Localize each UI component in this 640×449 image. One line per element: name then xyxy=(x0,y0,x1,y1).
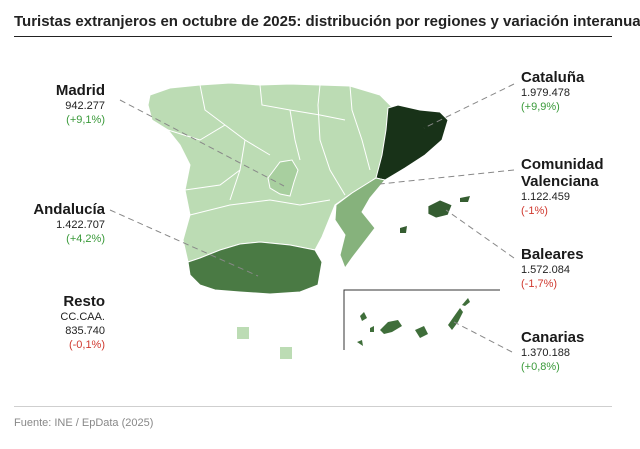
region-name-line2: Valenciana xyxy=(521,173,599,190)
label-cataluna: Cataluña 1.979.478 (+9,9%) xyxy=(521,69,584,114)
region-change: (-1%) xyxy=(521,205,548,217)
chart-title: Turistas extranjeros en octubre de 2025:… xyxy=(14,13,640,30)
title-divider xyxy=(14,36,612,37)
region-name: Andalucía xyxy=(33,201,105,218)
map-region-ceuta[interactable] xyxy=(237,327,249,339)
region-change: (+9,9%) xyxy=(521,101,560,113)
label-resto: Resto CC.CAA. 835.740 (-0,1%) xyxy=(60,293,105,352)
map-region-cataluna[interactable] xyxy=(375,104,449,181)
label-baleares: Baleares 1.572.084 (-1,7%) xyxy=(521,246,584,291)
region-value: 1.979.478 xyxy=(521,87,570,99)
region-name: Baleares xyxy=(521,246,584,263)
region-change: (+4,2%) xyxy=(66,233,105,245)
region-name: Canarias xyxy=(521,329,585,346)
source-note: Fuente: INE / EpData (2025) xyxy=(14,417,154,429)
map-region-madrid[interactable] xyxy=(267,159,299,197)
map-region-canarias[interactable] xyxy=(357,298,470,346)
region-name: Comunidad xyxy=(521,156,604,173)
region-value: 835.740 xyxy=(65,325,105,337)
region-value: 1.122.459 xyxy=(521,191,570,203)
map-region-baleares-menorca[interactable] xyxy=(460,196,470,202)
region-value: 1.422.707 xyxy=(56,219,105,231)
label-madrid: Madrid 942.277 (+9,1%) xyxy=(56,82,105,127)
region-name: Resto xyxy=(63,293,105,310)
region-value: 942.277 xyxy=(65,100,105,112)
map-region-baleares-ibiza[interactable] xyxy=(400,226,407,233)
label-andalucia: Andalucía 1.422.707 (+4,2%) xyxy=(33,201,105,246)
region-name-line2: CC.CAA. xyxy=(60,311,105,323)
region-change: (+9,1%) xyxy=(66,114,105,126)
region-value: 1.572.084 xyxy=(521,264,570,276)
map-region-melilla[interactable] xyxy=(280,347,292,359)
map-region-baleares[interactable] xyxy=(427,199,453,219)
label-canarias: Canarias 1.370.188 (+0,8%) xyxy=(521,329,584,374)
region-change: (-0,1%) xyxy=(68,339,105,351)
region-name: Madrid xyxy=(55,82,105,99)
canarias-inset-frame xyxy=(343,289,500,350)
region-name: Cataluña xyxy=(521,69,585,86)
leader-lines xyxy=(109,83,515,353)
label-valenciana: Comunidad Valenciana 1.122.459 (-1%) xyxy=(521,156,604,218)
region-value: 1.370.188 xyxy=(521,347,570,359)
region-change: (+0,8%) xyxy=(521,361,560,373)
map-region-andalucia[interactable] xyxy=(187,241,323,295)
map-region-valenciana[interactable] xyxy=(334,177,386,270)
footer-divider xyxy=(14,406,612,407)
region-change: (-1,7%) xyxy=(521,278,558,290)
